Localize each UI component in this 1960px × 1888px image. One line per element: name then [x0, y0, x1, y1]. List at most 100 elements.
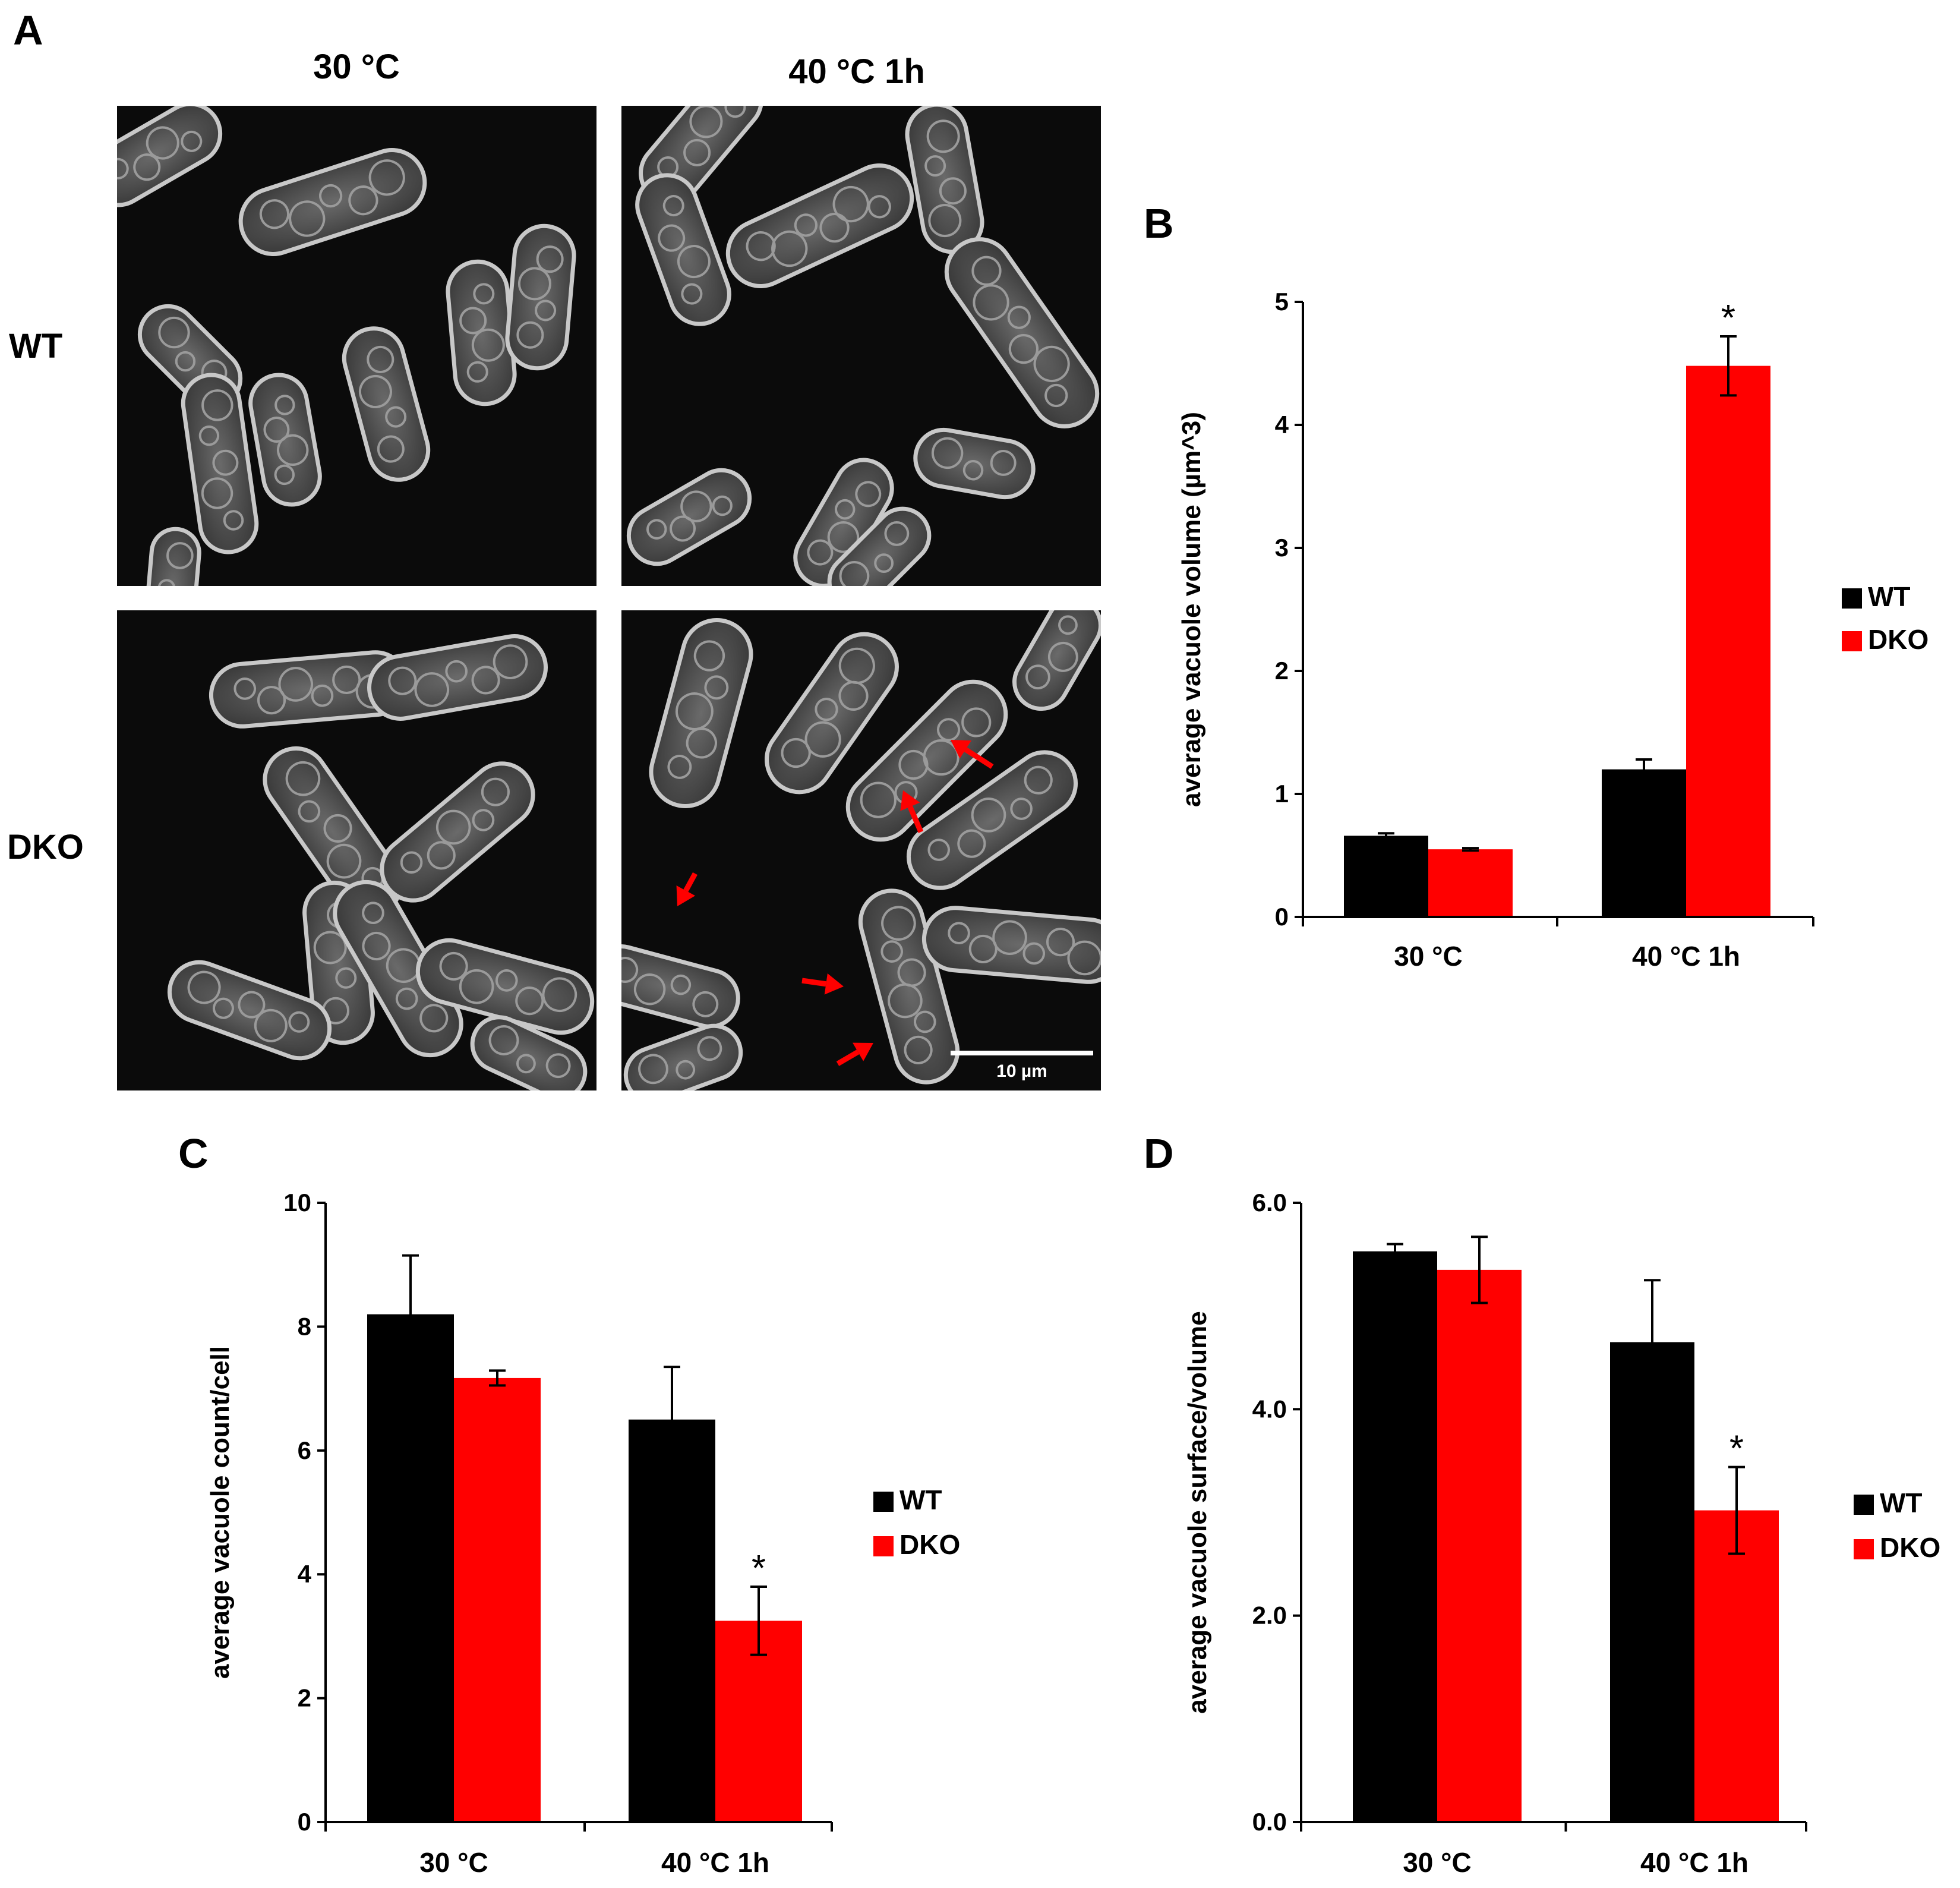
x-tick-label: 40 °C 1h [1640, 1847, 1748, 1878]
panel-b-chart: B * 0 1 2 3 4 5 30 °C 40 °C 1h average vacuole vo… [1144, 200, 1929, 972]
significance-mark: * [1729, 1429, 1744, 1470]
bar-wt-1 [1610, 1342, 1694, 1822]
legend-label: DKO [1880, 1532, 1940, 1563]
bar-dko-0 [1437, 1269, 1522, 1822]
red-arrow [801, 973, 844, 995]
yeast-cell [827, 506, 932, 586]
micrograph-dko-30c [117, 610, 596, 1090]
yeast-cell [470, 1015, 588, 1090]
legend-label: DKO [1868, 624, 1929, 655]
bar-wt-0 [1353, 1251, 1437, 1822]
yeast-cell [1012, 610, 1101, 711]
y-axis-label: average vacuole surface/volume [1183, 1311, 1212, 1713]
y-tick-label: 1 [1275, 780, 1289, 808]
yeast-cell [167, 960, 332, 1061]
yeast-cell [921, 906, 1101, 984]
y-axis-label: average vacuole volume (µm^3) [1177, 412, 1206, 807]
panel-d-chart: D * 0.0 2.0 4.0 6.0 30 °C 40 °C 1h average vacu… [1144, 1130, 1940, 1878]
y-tick-label: 5 [1275, 288, 1289, 316]
error-bar-dko-0 [1462, 847, 1479, 852]
legend-swatch [1842, 631, 1862, 651]
yeast-cell [367, 634, 548, 721]
legend-swatch [873, 1492, 894, 1512]
red-arrow [676, 872, 697, 906]
micrograph-wt-30c [117, 106, 596, 586]
y-tick-label: 4 [1275, 411, 1289, 439]
panel-a-micrographs: A 30 °C 40 °C 1h WT DKO 10 µm [7, 7, 1101, 1090]
y-tick-label: 4.0 [1252, 1395, 1287, 1423]
y-tick-label: 0 [1275, 903, 1289, 931]
error-bar-wt-1 [664, 1366, 680, 1474]
legend-label: WT [1868, 581, 1911, 612]
bar-wt-0 [367, 1314, 454, 1822]
panel-a-letter: A [13, 7, 43, 53]
yeast-cell [725, 163, 914, 288]
x-tick-label: 30 °C [1394, 941, 1463, 972]
error-bar-dko-0 [489, 1369, 506, 1387]
x-tick-label: 30 °C [419, 1847, 488, 1878]
yeast-cell [623, 1023, 743, 1090]
error-bar-wt-1 [1644, 1279, 1661, 1405]
y-tick-label: 3 [1275, 534, 1289, 562]
red-arrow [900, 790, 924, 833]
red-arrow [836, 1042, 873, 1066]
yeast-cell [238, 148, 427, 256]
yeast-cell [858, 888, 960, 1085]
scale-bar [951, 1051, 1093, 1055]
bar-dko-0 [1428, 849, 1513, 917]
yeast-cell [906, 750, 1078, 890]
legend-label: WT [1880, 1487, 1923, 1518]
bar-dko-1 [1694, 1510, 1779, 1822]
y-axis-label: average vacuole count/cell [206, 1346, 235, 1679]
error-bar-dko-0 [1471, 1235, 1488, 1304]
legend-swatch [1854, 1539, 1874, 1559]
y-tick-label: 2 [298, 1684, 311, 1712]
yeast-cell [621, 944, 740, 1029]
bar-dko-0 [454, 1378, 541, 1822]
bar-wt-1 [1602, 769, 1686, 917]
legend-label: WT [899, 1484, 942, 1515]
yeast-cell [765, 632, 899, 795]
legend-label: DKO [899, 1529, 960, 1560]
error-bar-wt-0 [402, 1254, 419, 1375]
yeast-cell [143, 527, 201, 586]
micrograph-dko-40c-1h [621, 610, 1101, 1090]
red-arrow [951, 740, 994, 769]
error-bar-dko-1 [1720, 335, 1737, 397]
error-bar-dko-1 [750, 1586, 767, 1656]
y-tick-label: 8 [298, 1312, 311, 1340]
yeast-cell [342, 326, 431, 482]
significance-mark: * [752, 1548, 766, 1589]
y-tick-label: 0 [298, 1808, 311, 1836]
y-tick-label: 6 [298, 1436, 311, 1464]
yeast-cell [635, 173, 731, 326]
red-arrows [676, 740, 994, 1066]
x-tick-label: 40 °C 1h [661, 1847, 769, 1878]
column-label-30c: 30 °C [313, 48, 400, 86]
bar-wt-0 [1344, 836, 1428, 917]
yeast-cell [944, 237, 1100, 428]
error-bar-dko-1 [1728, 1465, 1745, 1555]
yeast-cell [181, 373, 259, 554]
y-tick-label: 10 [283, 1189, 311, 1216]
yeast-cell [505, 223, 576, 371]
yeast-cell [913, 427, 1036, 500]
yeast-cell [446, 259, 517, 406]
x-tick-label: 30 °C [1403, 1847, 1472, 1878]
row-label-wt: WT [9, 327, 62, 365]
legend-swatch [1842, 588, 1862, 609]
y-tick-label: 0.0 [1252, 1808, 1287, 1836]
yeast-cell [209, 650, 409, 729]
y-tick-label: 2 [1275, 657, 1289, 685]
panel-c-chart: C * 0 2 4 6 8 10 30 °C 40 °C 1h average vacuole c… [178, 1130, 960, 1878]
column-label-40c-1h: 40 °C 1h [788, 52, 925, 91]
bar-dko-1 [1686, 365, 1770, 917]
error-bar-wt-0 [1387, 1243, 1403, 1260]
error-bar-wt-1 [1636, 758, 1652, 781]
y-tick-label: 4 [298, 1560, 312, 1588]
scale-bar-label: 10 µm [996, 1061, 1047, 1081]
row-label-dko: DKO [7, 828, 84, 866]
legend-swatch [873, 1536, 894, 1556]
yeast-cell [626, 468, 752, 566]
